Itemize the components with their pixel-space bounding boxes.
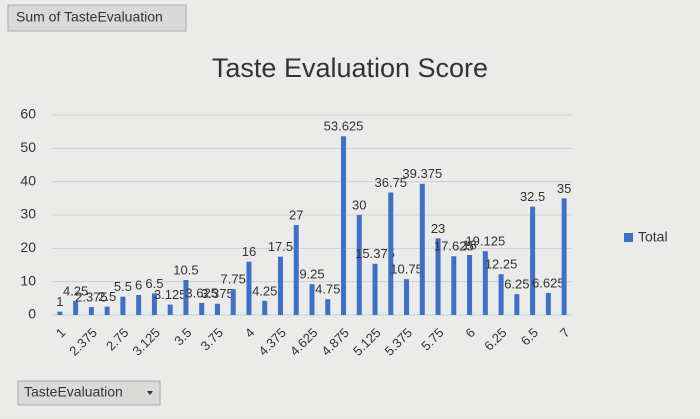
data-label: 3.625 <box>185 285 218 300</box>
bar <box>388 192 394 315</box>
bar <box>530 206 536 315</box>
y-tick-label: 40 <box>20 172 36 188</box>
bar <box>356 215 362 315</box>
data-label: 2.375 <box>75 290 108 305</box>
bar <box>214 303 220 315</box>
bar <box>73 300 79 315</box>
bar <box>498 274 504 315</box>
data-label: 6.25 <box>504 277 529 292</box>
chart-title: Taste Evaluation Score <box>212 53 488 83</box>
data-label: 18 <box>462 237 476 252</box>
bar <box>482 251 488 315</box>
bar <box>57 311 63 315</box>
data-label: 30 <box>352 197 366 212</box>
dropdown-arrow <box>147 391 153 395</box>
data-label: 17.5 <box>268 239 293 254</box>
y-tick-label: 20 <box>20 239 36 255</box>
bar <box>435 238 441 315</box>
data-label: 2.5 <box>98 289 116 304</box>
bar <box>183 280 189 315</box>
data-label: 5.5 <box>114 279 132 294</box>
data-label: 7.75 <box>221 272 246 287</box>
bar <box>467 255 473 315</box>
data-label: 27 <box>289 207 303 222</box>
y-tick-label: 30 <box>20 206 36 222</box>
data-label: 10.75 <box>390 262 423 277</box>
bar <box>372 263 378 315</box>
data-label: 3.375 <box>201 286 234 301</box>
y-tick-label: 60 <box>20 106 36 122</box>
bar <box>246 261 252 315</box>
data-label: 32.5 <box>520 189 545 204</box>
data-label: 1 <box>56 294 63 309</box>
field-button[interactable] <box>7 4 187 32</box>
axis-button[interactable] <box>17 380 161 406</box>
bar <box>136 295 142 315</box>
bar <box>151 293 157 315</box>
bar <box>167 304 173 315</box>
bar <box>451 256 457 315</box>
y-tick-label: 50 <box>20 139 36 155</box>
bar <box>341 136 347 315</box>
bar <box>199 302 205 315</box>
legend-label: Total <box>638 229 668 245</box>
data-label: 19.125 <box>465 234 505 249</box>
data-label: 15.375 <box>355 246 395 261</box>
data-label: 35 <box>557 181 571 196</box>
data-label: 4.25 <box>63 283 88 298</box>
data-label: 53.625 <box>324 119 364 134</box>
bar <box>309 284 315 315</box>
data-label: 3.125 <box>154 287 187 302</box>
bar <box>325 299 331 315</box>
data-label: 12.25 <box>485 257 518 272</box>
bar <box>419 183 425 315</box>
bar <box>561 198 567 315</box>
data-label: 39.375 <box>402 166 442 181</box>
data-label: 16 <box>242 244 256 259</box>
data-label: 4.75 <box>315 282 340 297</box>
bar <box>404 279 410 315</box>
bar <box>88 307 94 315</box>
bar <box>230 289 236 315</box>
axis-button-label: TasteEvaluation <box>24 384 123 400</box>
bar <box>262 300 268 315</box>
field-button-label: Sum of TasteEvaluation <box>16 9 163 25</box>
data-label: 6 <box>135 277 142 292</box>
data-label: 6.625 <box>532 275 565 290</box>
data-label: 4.25 <box>252 283 277 298</box>
y-tick-label: 10 <box>20 272 36 288</box>
bar <box>104 306 110 315</box>
data-label: 17.625 <box>434 239 474 254</box>
data-label: 23 <box>431 221 445 236</box>
data-label: 10.5 <box>173 262 198 277</box>
data-label: 9.25 <box>299 267 324 282</box>
legend-swatch <box>624 233 633 242</box>
data-label: 36.75 <box>375 175 408 190</box>
data-label: 6.5 <box>145 276 163 291</box>
bar <box>120 296 126 315</box>
bar <box>545 292 551 315</box>
bar <box>293 225 299 315</box>
y-tick-label: 0 <box>28 306 36 322</box>
bar <box>514 294 520 315</box>
bar <box>277 256 283 315</box>
